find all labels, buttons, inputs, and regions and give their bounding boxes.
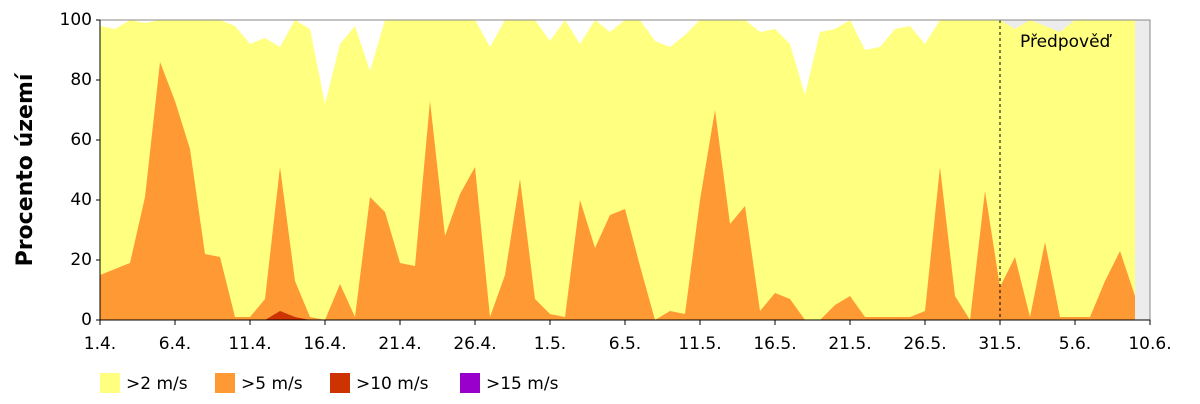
x-tick-label: 21.5. <box>828 334 871 354</box>
legend-swatch <box>215 373 235 393</box>
legend-label: >5 m/s <box>241 374 303 394</box>
legend-label: >10 m/s <box>356 374 429 394</box>
x-tick-label: 11.5. <box>678 334 721 354</box>
area <box>100 62 1135 320</box>
y-tick-label: 60 <box>70 130 92 150</box>
x-tick-label: 31.5. <box>978 334 1021 354</box>
x-tick-label: 26.5. <box>903 334 946 354</box>
x-tick-label: 16.4. <box>303 334 346 354</box>
y-tick-label: 80 <box>70 70 92 90</box>
y-tick-label: 40 <box>70 190 92 210</box>
x-tick-label: 16.5. <box>753 334 796 354</box>
legend-label: >15 m/s <box>486 374 559 394</box>
x-tick-label: 11.4. <box>228 334 271 354</box>
x-tick-label: 5.6. <box>1059 334 1091 354</box>
y-tick-label: 100 <box>60 10 92 30</box>
y-tick-label: 20 <box>70 250 92 270</box>
x-tick-label: 6.5. <box>609 334 641 354</box>
y-tick-label: 0 <box>81 310 92 330</box>
x-tick-label: 6.4. <box>159 334 191 354</box>
x-tick-label: 1.5. <box>534 334 566 354</box>
x-tick-label: 21.4. <box>378 334 421 354</box>
legend-swatch <box>460 373 480 393</box>
x-tick-label: 1.4. <box>84 334 116 354</box>
area <box>100 20 1135 320</box>
x-tick-label: 26.4. <box>453 334 496 354</box>
legend-label: >2 m/s <box>126 374 188 394</box>
forecast-label: Předpověď <box>1020 32 1113 52</box>
legend-swatch <box>330 373 350 393</box>
x-tick-label: 10.6. <box>1128 334 1171 354</box>
legend-swatch <box>100 373 120 393</box>
y-axis-label: Procento území <box>13 72 38 266</box>
